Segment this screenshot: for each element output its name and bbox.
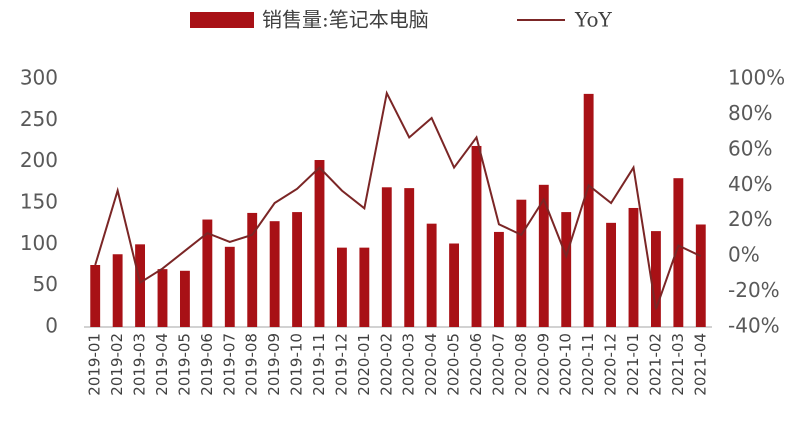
- bar: [449, 243, 460, 327]
- x-tick-label: 2019-05: [175, 333, 193, 396]
- y2-tick-label: -20%: [728, 278, 780, 302]
- x-tick-label: 2020-02: [377, 333, 395, 396]
- x-tick-label: 2020-12: [602, 333, 620, 396]
- y-tick-label: 250: [20, 107, 58, 131]
- legend-label: 销售量:笔记本电脑: [262, 8, 429, 32]
- bar: [112, 254, 123, 327]
- x-tick-label: 2020-05: [445, 333, 463, 396]
- y-tick-label: 300: [20, 66, 58, 90]
- bar: [135, 244, 146, 327]
- bar: [538, 184, 549, 327]
- bar: [359, 247, 370, 327]
- y-tick-label: 50: [33, 272, 58, 296]
- x-tick-label: 2021-03: [669, 333, 687, 396]
- x-tick-label: 2020-06: [467, 333, 485, 396]
- x-tick-label: 2019-10: [288, 333, 306, 396]
- x-tick-label: 2021-02: [646, 333, 664, 396]
- line: [94, 90, 702, 310]
- legend-label: YoY: [574, 8, 613, 32]
- bar: [269, 221, 280, 327]
- x-tick-label: 2020-03: [400, 333, 418, 396]
- bar: [606, 222, 617, 327]
- y2-tick-label: 40%: [728, 172, 772, 196]
- x-tick-label: 2021-04: [691, 333, 709, 396]
- y2-tick-label: 100%: [728, 66, 785, 90]
- bar: [650, 231, 661, 327]
- bar: [426, 223, 437, 327]
- x-tick-label: 2020-10: [557, 333, 575, 396]
- x-tick-label: 2019-12: [332, 333, 350, 396]
- x-tick-label: 2019-09: [265, 333, 283, 396]
- bar: [202, 219, 213, 327]
- bar: [628, 207, 639, 327]
- bar: [695, 224, 706, 327]
- bar: [561, 212, 572, 327]
- bar: [157, 269, 168, 327]
- x-tick-label: 2019-04: [153, 333, 171, 396]
- bar: [292, 212, 303, 327]
- x-tick-label: 2020-11: [579, 333, 597, 396]
- x-tick-label: 2021-01: [624, 333, 642, 396]
- bar: [314, 160, 325, 327]
- y-tick-label: 150: [20, 190, 58, 214]
- x-tick-label: 2019-11: [310, 333, 328, 396]
- bar: [336, 247, 347, 327]
- bar: [224, 246, 235, 327]
- x-tick-label: 2019-03: [131, 333, 149, 396]
- y2-tick-label: 0%: [728, 243, 760, 267]
- bar: [516, 199, 527, 327]
- bar: [179, 270, 190, 327]
- x-tick-label: 2020-09: [534, 333, 552, 396]
- bar: [493, 231, 504, 327]
- y-tick-label: 0: [45, 314, 58, 338]
- x-tick-label: 2020-04: [422, 333, 440, 396]
- y-tick-label: 200: [20, 148, 58, 172]
- bar: [583, 93, 594, 327]
- bar: [247, 212, 258, 327]
- legend-swatch: [190, 12, 254, 28]
- bar: [673, 178, 684, 327]
- y2-tick-label: 80%: [728, 101, 772, 125]
- x-tick-label: 2019-02: [108, 333, 126, 396]
- x-tick-label: 2020-07: [489, 333, 507, 396]
- y-tick-label: 100: [20, 231, 58, 255]
- y2-tick-label: -40%: [728, 314, 780, 338]
- bar: [381, 187, 392, 327]
- x-tick-label: 2019-08: [243, 333, 261, 396]
- x-tick-label: 2019-06: [198, 333, 216, 396]
- x-tick-label: 2020-08: [512, 333, 530, 396]
- bar: [90, 265, 101, 327]
- y2-tick-label: 20%: [728, 207, 772, 231]
- x-tick-label: 2020-01: [355, 333, 373, 396]
- bar: [404, 188, 415, 327]
- bar: [471, 145, 482, 327]
- x-tick-label: 2019-07: [220, 333, 238, 396]
- x-tick-label: 2019-01: [86, 333, 104, 396]
- y2-tick-label: 60%: [728, 136, 772, 160]
